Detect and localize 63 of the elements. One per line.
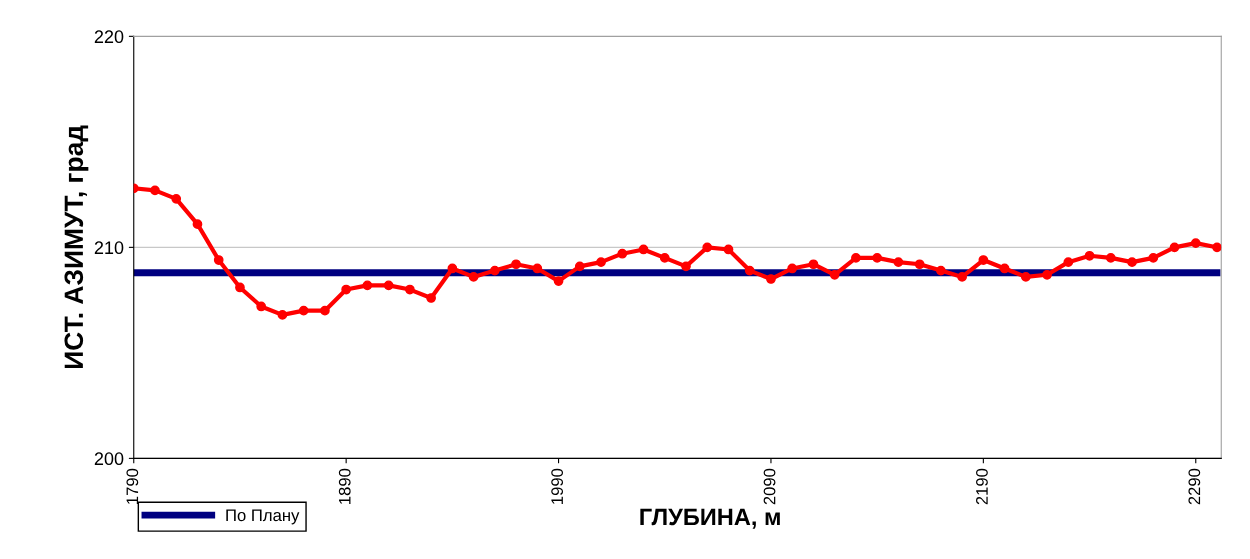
point bbox=[808, 259, 819, 270]
point bbox=[596, 257, 606, 267]
x-tick-label: 2290 bbox=[1188, 468, 1201, 505]
point bbox=[150, 185, 160, 196]
x-tick-label: 2090 bbox=[763, 468, 776, 505]
point bbox=[893, 257, 904, 267]
point bbox=[766, 274, 776, 284]
point bbox=[638, 244, 649, 255]
point bbox=[192, 219, 203, 230]
x-tick-label: 1890 bbox=[338, 468, 351, 504]
point bbox=[489, 265, 500, 276]
point bbox=[320, 305, 330, 316]
point bbox=[277, 310, 288, 320]
point bbox=[1190, 238, 1201, 248]
point bbox=[1212, 242, 1222, 253]
point bbox=[532, 263, 543, 274]
point bbox=[1127, 257, 1137, 267]
point bbox=[851, 253, 861, 263]
point bbox=[362, 280, 373, 291]
point bbox=[383, 280, 394, 291]
point bbox=[341, 284, 352, 295]
point bbox=[171, 193, 182, 204]
point bbox=[978, 255, 989, 265]
point bbox=[511, 259, 521, 270]
y-axis-title: ИСТ. АЗИМУТ, град bbox=[64, 125, 89, 369]
point bbox=[298, 305, 309, 316]
y-tick-label: 200 bbox=[94, 452, 124, 466]
point bbox=[957, 272, 967, 282]
point bbox=[1084, 250, 1095, 261]
point bbox=[829, 269, 840, 280]
point bbox=[617, 248, 628, 259]
point bbox=[914, 259, 925, 270]
point bbox=[256, 301, 267, 312]
point bbox=[574, 261, 585, 272]
point bbox=[681, 261, 691, 272]
y-tick-label: 210 bbox=[94, 241, 124, 255]
x-tick-label: 1790 bbox=[126, 468, 139, 504]
point bbox=[723, 244, 734, 255]
point bbox=[702, 242, 713, 253]
x-tick-label: 2190 bbox=[976, 468, 988, 505]
point bbox=[1020, 272, 1031, 282]
point bbox=[468, 272, 479, 282]
point bbox=[1148, 253, 1159, 263]
point bbox=[213, 255, 224, 265]
point bbox=[787, 263, 798, 274]
point bbox=[1063, 257, 1074, 267]
point bbox=[235, 282, 245, 293]
point bbox=[936, 265, 946, 276]
point bbox=[553, 276, 564, 286]
legend-label: По Плану bbox=[226, 509, 300, 525]
point bbox=[999, 263, 1010, 274]
point bbox=[659, 253, 670, 263]
point bbox=[1169, 242, 1180, 253]
x-axis-title: ГЛУБИНА, м bbox=[640, 508, 780, 529]
y-tick-label: 220 bbox=[94, 30, 124, 44]
point bbox=[405, 284, 415, 295]
point bbox=[872, 253, 883, 263]
point bbox=[744, 265, 755, 276]
x-tick-label: 1990 bbox=[551, 468, 564, 504]
point bbox=[1105, 253, 1116, 263]
point bbox=[447, 263, 458, 274]
point bbox=[426, 293, 436, 303]
point bbox=[1042, 269, 1052, 280]
